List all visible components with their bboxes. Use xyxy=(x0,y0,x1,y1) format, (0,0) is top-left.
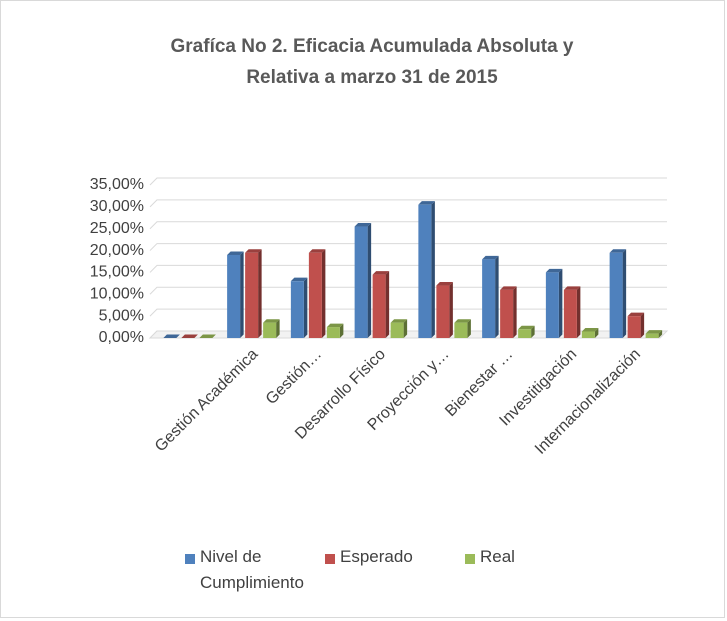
bar xyxy=(500,289,514,338)
bar-top xyxy=(199,334,216,338)
x-tick-label: Gestión Académica xyxy=(152,346,262,456)
legend: Nivel de Cumplimiento Esperado Real xyxy=(185,547,605,596)
y-tick-label: 10,00% xyxy=(90,286,144,303)
grid-line xyxy=(149,221,667,230)
y-tick-label: 0,00% xyxy=(99,329,144,346)
bar xyxy=(263,322,277,338)
bar xyxy=(482,259,496,338)
bar xyxy=(436,285,450,338)
legend-swatch xyxy=(185,554,195,564)
bar-side xyxy=(467,319,471,338)
bar-top xyxy=(290,277,308,282)
bar-side xyxy=(495,255,499,338)
chart-title: Grafíca No 2. Eficacia Acumulada Absolut… xyxy=(171,36,574,57)
bar-top xyxy=(518,325,535,330)
bar-top xyxy=(263,319,280,323)
bar xyxy=(390,322,404,338)
legend-item: Esperado xyxy=(325,547,465,570)
bar-side xyxy=(513,286,517,338)
bar-top xyxy=(545,268,563,273)
bar-top xyxy=(581,327,599,332)
bar-side xyxy=(558,268,563,338)
bar xyxy=(354,226,368,338)
bar-top xyxy=(645,330,663,334)
y-tick-label: 15,00% xyxy=(90,264,144,281)
bar xyxy=(245,252,259,338)
legend-label: Esperado xyxy=(340,547,413,566)
bar-side xyxy=(276,319,280,338)
x-tick-label: Internacionalización xyxy=(532,346,644,458)
y-tick-label: 30,00% xyxy=(90,198,144,215)
bar-top xyxy=(308,249,326,253)
bar-top xyxy=(436,282,453,286)
bar xyxy=(518,329,532,338)
bar-top xyxy=(163,334,180,338)
legend-label: Real xyxy=(480,547,515,566)
bar-top xyxy=(372,271,390,275)
bar-side xyxy=(658,330,663,338)
bar-side xyxy=(367,223,372,338)
bar xyxy=(290,281,304,338)
bar xyxy=(645,333,659,338)
bar-side xyxy=(385,271,390,338)
bar xyxy=(454,322,468,338)
bar-side xyxy=(449,282,453,338)
bar xyxy=(326,327,340,338)
bar-side xyxy=(622,249,627,338)
bar-top xyxy=(354,223,372,227)
bar xyxy=(545,272,559,338)
legend-label: Nivel de Cumplimiento xyxy=(200,547,304,592)
bar xyxy=(609,252,623,338)
bar-top xyxy=(563,286,581,290)
bar-top xyxy=(454,319,471,323)
x-tick-label: Gestión… xyxy=(263,346,325,408)
bar-top xyxy=(482,255,499,260)
bar xyxy=(372,274,386,338)
bar-top xyxy=(418,201,435,205)
grid-line xyxy=(149,177,667,186)
bar-side xyxy=(576,286,581,338)
bar-side xyxy=(531,325,535,338)
bar-top xyxy=(245,249,262,253)
chart-title: Relativa a marzo 31 de 2015 xyxy=(246,67,498,88)
bar-top xyxy=(326,323,344,328)
bar-side xyxy=(303,277,308,338)
grid-line xyxy=(149,243,667,251)
bar-side xyxy=(431,201,435,338)
legend-swatch xyxy=(465,554,475,564)
bar xyxy=(581,331,595,338)
bar-side xyxy=(403,319,408,338)
bar-top xyxy=(500,286,517,290)
bar-top xyxy=(627,312,645,317)
bar-side xyxy=(640,312,645,338)
bar xyxy=(418,204,432,338)
bar-side xyxy=(258,249,262,338)
y-tick-label: 35,00% xyxy=(90,176,144,193)
bar xyxy=(227,254,241,338)
legend-swatch xyxy=(325,554,335,564)
y-tick-label: 5,00% xyxy=(99,307,144,324)
bar xyxy=(308,252,322,338)
bar-top xyxy=(609,249,627,253)
bar-top xyxy=(181,334,198,338)
bar-top xyxy=(390,319,408,323)
bar xyxy=(627,316,641,338)
bar-side xyxy=(594,327,599,338)
legend-item: Nivel de Cumplimiento xyxy=(185,547,325,596)
bar-side xyxy=(339,323,344,338)
bar-side xyxy=(321,249,326,338)
bar xyxy=(563,289,577,338)
legend-item: Real xyxy=(465,547,605,570)
grid-line xyxy=(149,199,667,208)
y-tick-label: 25,00% xyxy=(90,220,144,237)
bar-side xyxy=(240,251,244,338)
bar-top xyxy=(227,251,244,255)
y-tick-label: 20,00% xyxy=(90,242,144,259)
